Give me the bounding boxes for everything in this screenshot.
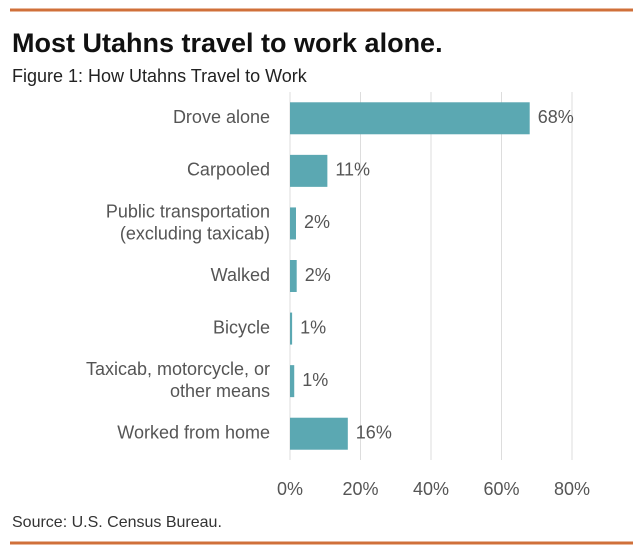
y-tick-label: Taxicab, motorcycle, or other means bbox=[86, 359, 270, 401]
value-label: 1% bbox=[302, 370, 328, 390]
value-label: 11% bbox=[335, 160, 370, 180]
x-tick-label: 60% bbox=[483, 479, 519, 499]
bar bbox=[290, 154, 328, 187]
y-tick-label: Public transportation (excluding taxicab) bbox=[106, 201, 270, 243]
y-tick-label: Carpooled bbox=[187, 160, 270, 180]
chart-subtitle: Figure 1: How Utahns Travel to Work bbox=[12, 66, 308, 86]
value-label: 2% bbox=[304, 212, 330, 232]
bar bbox=[290, 417, 348, 450]
chart-title: Most Utahns travel to work alone. bbox=[12, 28, 443, 58]
value-label: 16% bbox=[356, 422, 392, 442]
bar bbox=[290, 207, 296, 240]
value-label: 68% bbox=[538, 107, 574, 127]
bar bbox=[290, 312, 293, 345]
x-tick-label: 80% bbox=[554, 479, 590, 499]
y-tick-label: Bicycle bbox=[213, 317, 270, 337]
value-label: 1% bbox=[300, 317, 326, 337]
x-tick-label: 20% bbox=[342, 479, 378, 499]
y-tick-label: Worked from home bbox=[117, 422, 270, 442]
bar bbox=[290, 365, 295, 398]
y-tick-label: Walked bbox=[211, 265, 270, 285]
source-note: Source: U.S. Census Bureau. bbox=[12, 514, 222, 531]
x-tick-label: 0% bbox=[277, 479, 303, 499]
bar bbox=[290, 102, 530, 135]
y-tick-label: Drove alone bbox=[173, 107, 270, 127]
value-label: 2% bbox=[305, 265, 331, 285]
bar bbox=[290, 260, 297, 292]
x-tick-label: 40% bbox=[413, 479, 449, 499]
